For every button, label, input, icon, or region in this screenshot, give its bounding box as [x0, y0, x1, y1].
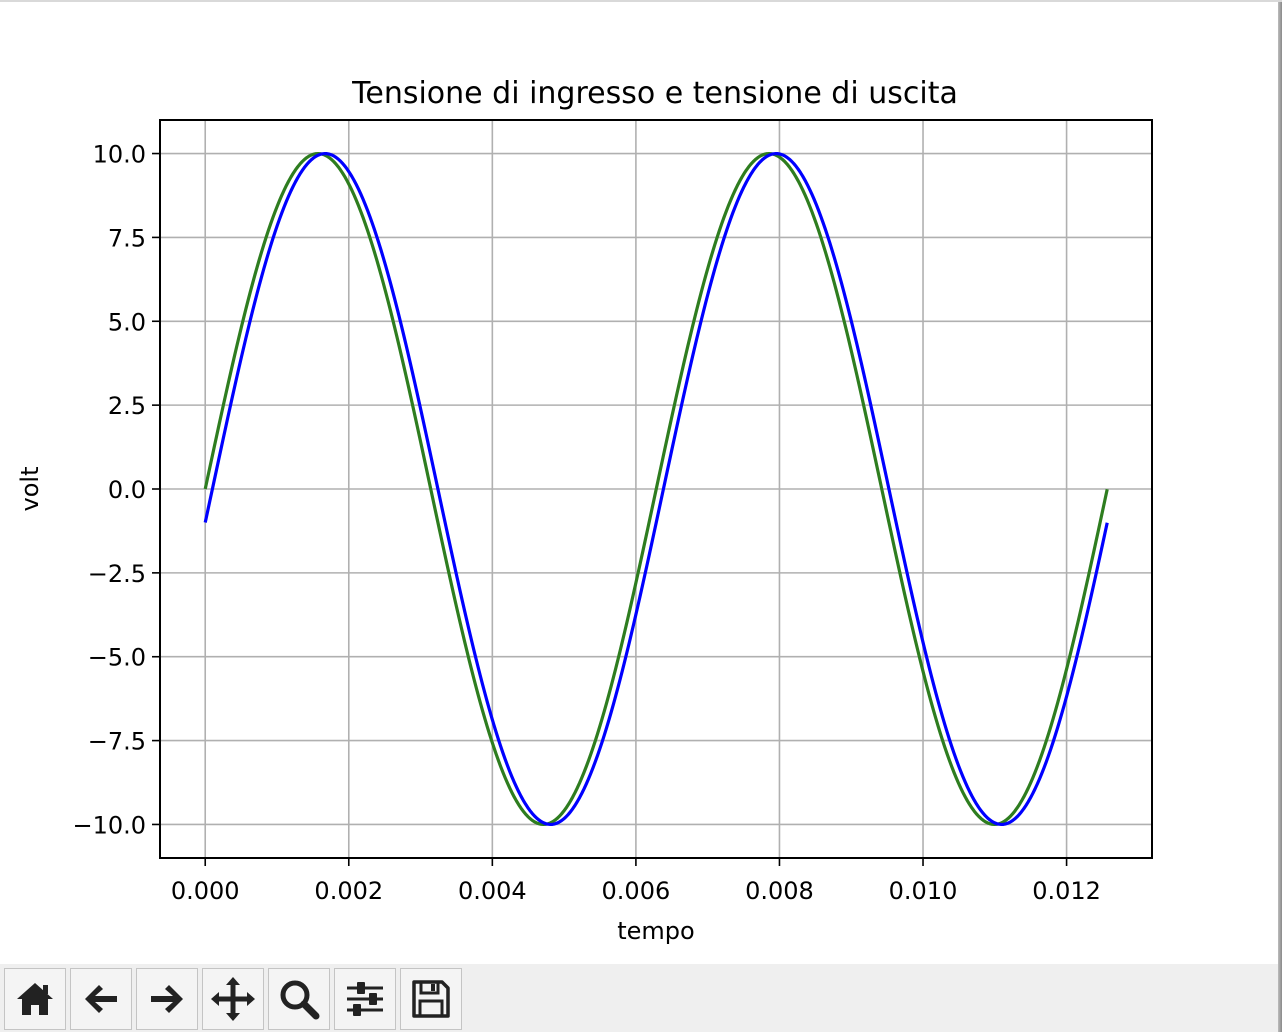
window-edge: [1278, 2, 1282, 1032]
y-tick-label: −10.0: [72, 811, 146, 839]
chart-title: Tensione di ingresso e tensione di uscit…: [351, 76, 958, 111]
y-tick-label: −7.5: [88, 728, 146, 756]
y-tick-label: 7.5: [108, 224, 146, 252]
y-tick-label: 10.0: [93, 141, 146, 169]
series-line-2: [203, 151, 1109, 827]
forward-button[interactable]: [136, 968, 198, 1030]
x-axis-label: tempo: [617, 917, 694, 945]
x-tick-label: 0.008: [745, 877, 814, 905]
x-tick-label: 0.002: [314, 877, 383, 905]
figure-canvas[interactable]: Tensione di ingresso e tensione di uscit…: [0, 2, 1276, 962]
configure-subplots-button[interactable]: [334, 968, 396, 1030]
series-line-1: [203, 151, 1109, 827]
chart: Tensione di ingresso e tensione di uscit…: [16, 76, 1153, 945]
pan-button[interactable]: [202, 968, 264, 1030]
ticks: 0.000 0.002 0.004 0.006 0.008 0.010 0.012 10.0 7…: [72, 141, 1100, 905]
navigation-toolbar: [0, 964, 1278, 1032]
y-tick-label: 0.0: [108, 476, 146, 504]
series-layer: [203, 151, 1109, 827]
y-tick-label: 5.0: [108, 308, 146, 336]
x-tick-label: 0.010: [889, 877, 958, 905]
y-tick-label: 2.5: [108, 392, 146, 420]
back-button[interactable]: [70, 968, 132, 1030]
move-icon: [211, 977, 255, 1021]
floppy-disk-icon: [412, 980, 450, 1018]
x-tick-label: 0.000: [171, 877, 240, 905]
y-tick-label: −5.0: [88, 644, 146, 672]
arrow-left-icon: [85, 985, 117, 1013]
zoom-button[interactable]: [268, 968, 330, 1030]
x-tick-label: 0.012: [1032, 877, 1101, 905]
x-tick-label: 0.006: [602, 877, 671, 905]
save-button[interactable]: [400, 968, 462, 1030]
home-button[interactable]: [4, 968, 66, 1030]
sliders-icon: [347, 982, 383, 1016]
home-icon: [17, 983, 53, 1015]
grid: [160, 120, 1152, 858]
magnifier-icon: [280, 980, 320, 1020]
y-axis-label: volt: [16, 467, 44, 512]
y-tick-label: −2.5: [88, 560, 146, 588]
x-tick-label: 0.004: [458, 877, 527, 905]
arrow-right-icon: [151, 985, 183, 1013]
